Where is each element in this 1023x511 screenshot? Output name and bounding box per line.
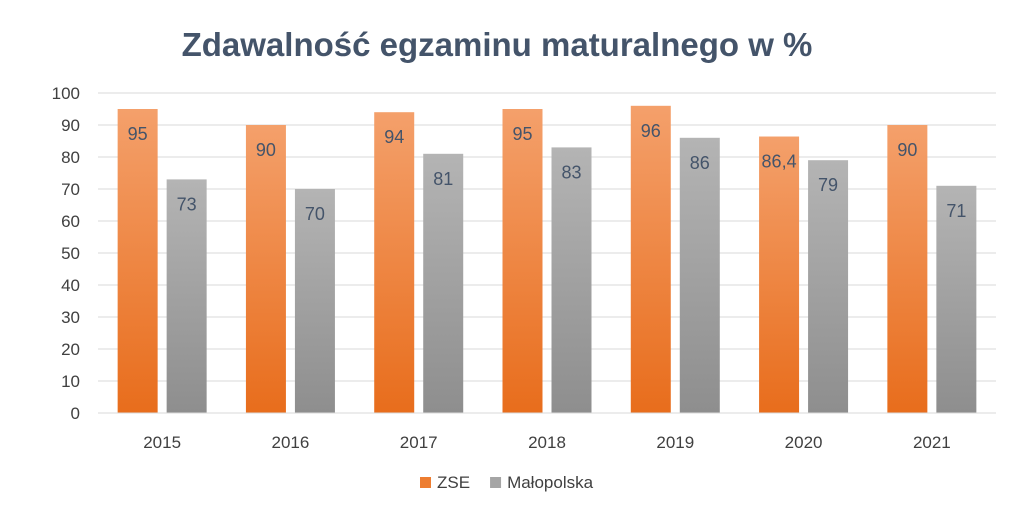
bar-zse-2021 [887,125,928,413]
legend: ZSE Małopolska [420,473,594,492]
data-label: 86 [690,153,710,173]
legend-label: ZSE [437,473,470,492]
bar-ma-opolska-2021 [936,185,977,413]
chart-title: Zdawalność egzaminu maturalnego w % [182,26,813,63]
y-tick-label: 30 [61,308,80,327]
x-tick-label: 2015 [143,433,181,452]
y-tick-label: 60 [61,212,80,231]
y-tick-label: 80 [61,148,80,167]
bar-zse-2019 [630,105,671,414]
bar-ma-opolska-2019 [679,137,720,414]
y-tick-label: 70 [61,180,80,199]
y-tick-label: 0 [71,404,80,423]
data-label: 94 [384,127,404,147]
x-tick-label: 2017 [400,433,438,452]
data-label: 95 [128,124,148,144]
legend-swatch [490,477,502,488]
bar-zse-2018 [502,109,543,413]
data-label: 71 [946,201,966,221]
data-label: 90 [897,140,917,160]
data-label: 83 [561,162,581,182]
y-tick-label: 40 [61,276,80,295]
x-tick-label: 2018 [528,433,566,452]
bar-zse-2015 [117,109,158,413]
bar-ma-opolska-2016 [294,189,335,413]
bar-ma-opolska-2017 [423,153,464,414]
x-tick-label: 2021 [913,433,951,452]
y-tick-label: 100 [52,84,80,103]
data-label: 81 [433,169,453,189]
bar-ma-opolska-2018 [551,147,592,413]
bar-zse-2016 [245,125,286,413]
data-label: 73 [177,194,197,214]
y-axis: 0 10 20 30 40 50 60 70 80 90 100 [52,84,80,423]
y-tick-label: 90 [61,116,80,135]
legend-label: Małopolska [507,473,594,492]
bar-zse-2020 [759,136,800,413]
x-tick-label: 2020 [785,433,823,452]
data-label: 79 [818,175,838,195]
y-tick-label: 20 [61,340,80,359]
legend-swatch [420,477,431,488]
data-label: 95 [512,124,532,144]
x-tick-label: 2016 [272,433,310,452]
bar-ma-opolska-2020 [808,160,849,413]
gridlines [98,92,996,414]
y-tick-label: 50 [61,244,80,263]
data-label: 70 [305,204,325,224]
y-tick-label: 10 [61,372,80,391]
bars: 95 73 90 70 94 81 95 83 96 86 86,4 79 90 71 [117,105,977,414]
bar-ma-opolska-2015 [166,179,207,413]
bar-zse-2017 [374,112,415,413]
data-label: 96 [641,121,661,141]
data-label: 90 [256,140,276,160]
x-tick-label: 2019 [656,433,694,452]
x-axis: 2015 2016 2017 2018 2019 2020 2021 [98,412,996,452]
data-label: 86,4 [762,152,797,172]
